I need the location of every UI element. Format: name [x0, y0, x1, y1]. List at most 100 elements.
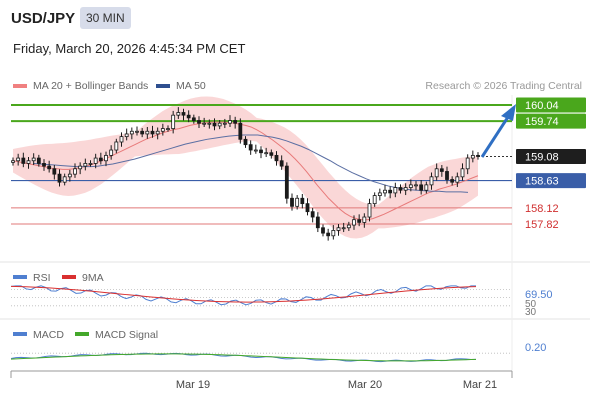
candle — [341, 222, 346, 233]
label-159-08-text: 159.08 — [525, 151, 559, 163]
candle — [202, 117, 207, 127]
label-159-74-text: 159.74 — [525, 116, 559, 128]
candle — [191, 114, 196, 124]
label-159-08-box — [516, 148, 586, 164]
candle — [26, 156, 31, 169]
candle — [207, 119, 212, 129]
candle — [305, 198, 310, 216]
candle — [259, 146, 263, 159]
macd-signal-label: MACD Signal — [95, 329, 158, 341]
label-158-63-text: 158.63 — [525, 176, 559, 188]
candle — [166, 125, 170, 132]
candle — [36, 154, 41, 167]
candle — [331, 225, 336, 240]
candle — [31, 153, 36, 166]
candle — [114, 138, 119, 154]
candle — [145, 126, 150, 139]
candle — [388, 186, 393, 199]
candle — [98, 152, 103, 165]
label-160-04-text: 160.04 — [525, 100, 559, 112]
macd-panel: 0.20 — [10, 342, 546, 363]
candle — [88, 160, 93, 167]
candle — [414, 181, 418, 191]
candle — [403, 183, 408, 196]
ma50-label: MA 50 — [176, 80, 206, 92]
candle — [465, 154, 470, 175]
candle — [362, 213, 367, 228]
candle — [310, 207, 315, 223]
candle — [176, 107, 181, 119]
candle — [67, 169, 72, 182]
rsi-ma-label: 9MA — [82, 272, 104, 284]
candle — [155, 127, 160, 140]
candle — [357, 214, 362, 227]
rsi-swatch — [13, 275, 27, 279]
candle — [78, 162, 83, 175]
x-tick-mar19: Mar 19 — [176, 379, 210, 391]
candle — [197, 116, 201, 129]
candle — [62, 173, 67, 186]
candle — [124, 128, 129, 141]
candle — [377, 188, 382, 201]
candle — [93, 153, 98, 169]
candles — [11, 107, 480, 241]
candle — [11, 157, 15, 166]
rsi-line — [10, 285, 476, 306]
candle — [434, 163, 439, 181]
candle — [264, 147, 269, 157]
candle — [233, 116, 238, 129]
candle — [424, 181, 429, 194]
candle — [57, 169, 62, 187]
macd-value-label: 0.20 — [525, 342, 546, 354]
candle — [21, 152, 26, 168]
ma50-swatch — [156, 84, 170, 88]
label-159-74-box — [516, 113, 586, 129]
bollinger-fill — [13, 96, 478, 239]
candle — [383, 184, 387, 197]
legend-ma50: MA 50 — [156, 80, 206, 92]
candle — [460, 163, 465, 181]
forecast-arrow — [480, 104, 516, 158]
bollinger-band — [13, 96, 478, 239]
label-160-04-box — [516, 97, 586, 113]
candle — [52, 165, 57, 180]
timeframe-badge[interactable]: 30 MIN — [80, 7, 131, 29]
candle — [284, 162, 289, 204]
candle — [171, 110, 176, 134]
candle — [336, 224, 341, 236]
candle — [150, 125, 155, 138]
candle — [346, 221, 351, 231]
candle — [222, 118, 227, 129]
research-credit: Research © 2026 Trading Central — [425, 80, 582, 92]
rsi-label: RSI — [33, 272, 51, 284]
macd-signal-swatch — [75, 332, 89, 336]
candle — [279, 155, 284, 170]
candle — [217, 120, 222, 130]
legend-ma20: MA 20 + Bollinger Bands — [13, 80, 148, 92]
candle — [476, 152, 480, 160]
candle — [372, 192, 377, 207]
rsi-ma-line — [10, 285, 477, 303]
candle — [83, 158, 88, 171]
candle — [419, 180, 424, 195]
candle — [186, 110, 191, 123]
candle — [470, 150, 475, 163]
candle — [253, 144, 258, 154]
candle — [104, 151, 108, 167]
candle — [119, 132, 124, 147]
candle — [47, 160, 52, 173]
candle — [408, 179, 413, 192]
chart-header: USD/JPY 30 MIN Friday, March 20, 2026 4:… — [0, 0, 590, 68]
rsi-50-label: 50 — [525, 299, 537, 310]
candle — [398, 184, 403, 194]
candle — [300, 193, 305, 209]
candle — [352, 215, 356, 230]
candle — [238, 118, 243, 144]
rsi-30-label: 30 — [525, 307, 537, 318]
candle — [393, 182, 398, 198]
label-157-82: 157.82 — [525, 219, 559, 231]
macd-label: MACD — [33, 329, 64, 341]
candle — [228, 115, 232, 127]
